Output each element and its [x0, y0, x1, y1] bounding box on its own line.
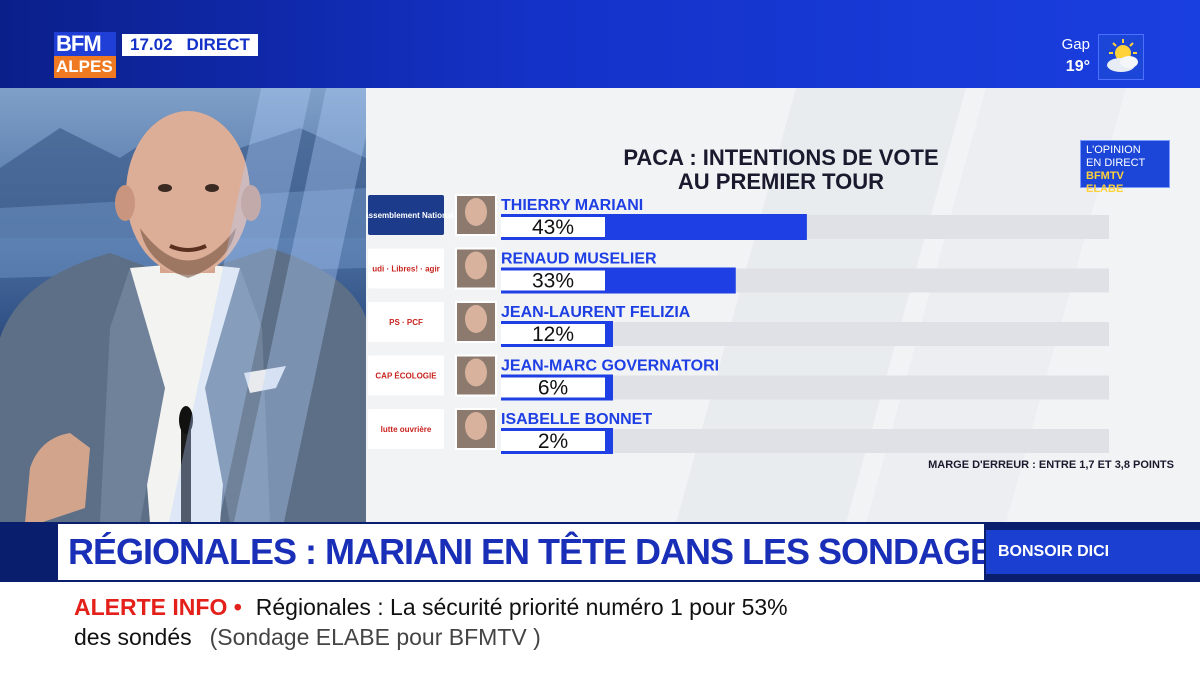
value-label: 43% — [532, 216, 574, 239]
value-label-box — [501, 377, 605, 398]
logo-alpes: ALPES — [54, 56, 116, 78]
chart-title: PACA : INTENTIONS DE VOTE AU PREMIER TOU… — [556, 146, 1006, 194]
ticker-line-1: ALERTE INFO • Régionales : La sécurité pr… — [74, 594, 788, 621]
value-label-box — [501, 324, 605, 344]
candidate-name: ISABELLE BONNET — [501, 411, 652, 428]
candidate-photo-face — [465, 251, 487, 280]
weather-city: Gap — [1061, 36, 1090, 53]
candidate-photo-face — [465, 198, 487, 226]
studio-camera-view — [0, 88, 366, 523]
logo-bfm: BFM — [54, 32, 116, 56]
value-label-box — [501, 431, 605, 451]
badge-line-1: L'OPINION — [1086, 144, 1141, 156]
margin-of-error-note: MARGE D'ERREUR : ENTRE 1,7 ET 3,8 POINTS — [928, 459, 1174, 471]
value-label: 12% — [532, 323, 574, 346]
ticker-line-2: des sondés (Sondage ELABE pour BFMTV ) — [74, 624, 541, 651]
value-label-box — [501, 270, 605, 291]
presenter-figure — [0, 111, 366, 523]
weather-temperature: 19° — [1065, 58, 1090, 75]
party-logo-label: CAP ÉCOLOGIE — [375, 372, 437, 381]
value-label: 6% — [538, 377, 568, 400]
badge-line-2: EN DIRECT — [1086, 157, 1146, 169]
party-logo — [368, 355, 444, 396]
party-logo — [368, 195, 444, 235]
party-logo-label: udi · Libres! · agir — [372, 265, 440, 274]
party-logo — [368, 302, 444, 342]
poll-chart-panel: Rassemblement National THIERRY MARIANI 43%… — [366, 88, 1200, 523]
program-name: BONSOIR DICI — [986, 530, 1200, 574]
candidate-name: JEAN-MARC GOVERNATORI — [501, 358, 719, 375]
party-logo-label: Rassemblement National — [366, 211, 454, 220]
ticker-text-1: Régionales : La sécurité priorité numéro… — [255, 594, 788, 620]
alert-label: ALERTE INFO • — [74, 594, 242, 620]
candidate-name: JEAN-LAURENT FELIZIA — [501, 304, 691, 321]
chart-title-line-2: AU PREMIER TOUR — [677, 169, 885, 194]
clock-badge: 17.02 DIRECT — [122, 34, 258, 56]
candidate-name: RENAUD MUSELIER — [501, 251, 657, 268]
party-logo-label: PS · PCF — [389, 318, 423, 327]
candidate-photo-face — [465, 358, 487, 387]
party-logo — [368, 409, 444, 449]
candidate-name: THIERRY MARIANI — [501, 197, 643, 214]
poll-bar-chart: Rassemblement National THIERRY MARIANI 43%… — [366, 88, 1126, 523]
live-label: DIRECT — [186, 35, 250, 54]
top-bar: BFM ALPES 17.02 DIRECT Gap 19° — [0, 0, 1200, 88]
value-label: 33% — [532, 270, 574, 293]
news-ticker — [0, 582, 1200, 675]
ticker-source: (Sondage ELABE pour BFMTV ) — [209, 624, 541, 650]
candidate-photo-face — [465, 305, 487, 333]
ticker-text-2: des sondés — [74, 624, 192, 650]
value-label-box — [501, 217, 605, 237]
channel-logo: BFM ALPES — [54, 32, 116, 80]
sun-cloud-icon — [1098, 34, 1144, 80]
value-label: 2% — [538, 430, 568, 453]
candidate-photo-face — [465, 412, 487, 440]
headline-text: RÉGIONALES : MARIANI EN TÊTE DANS LES SO… — [58, 524, 984, 580]
chart-title-line-1: PACA : INTENTIONS DE VOTE — [623, 145, 939, 170]
party-logo — [368, 248, 444, 289]
opinion-en-direct-badge: L'OPINION EN DIRECT BFMTV ELABE — [1080, 140, 1170, 195]
clock-time: 17.02 — [130, 35, 173, 54]
badge-line-3: BFMTV ELABE — [1086, 170, 1124, 195]
party-logo-label: lutte ouvrière — [381, 425, 432, 434]
